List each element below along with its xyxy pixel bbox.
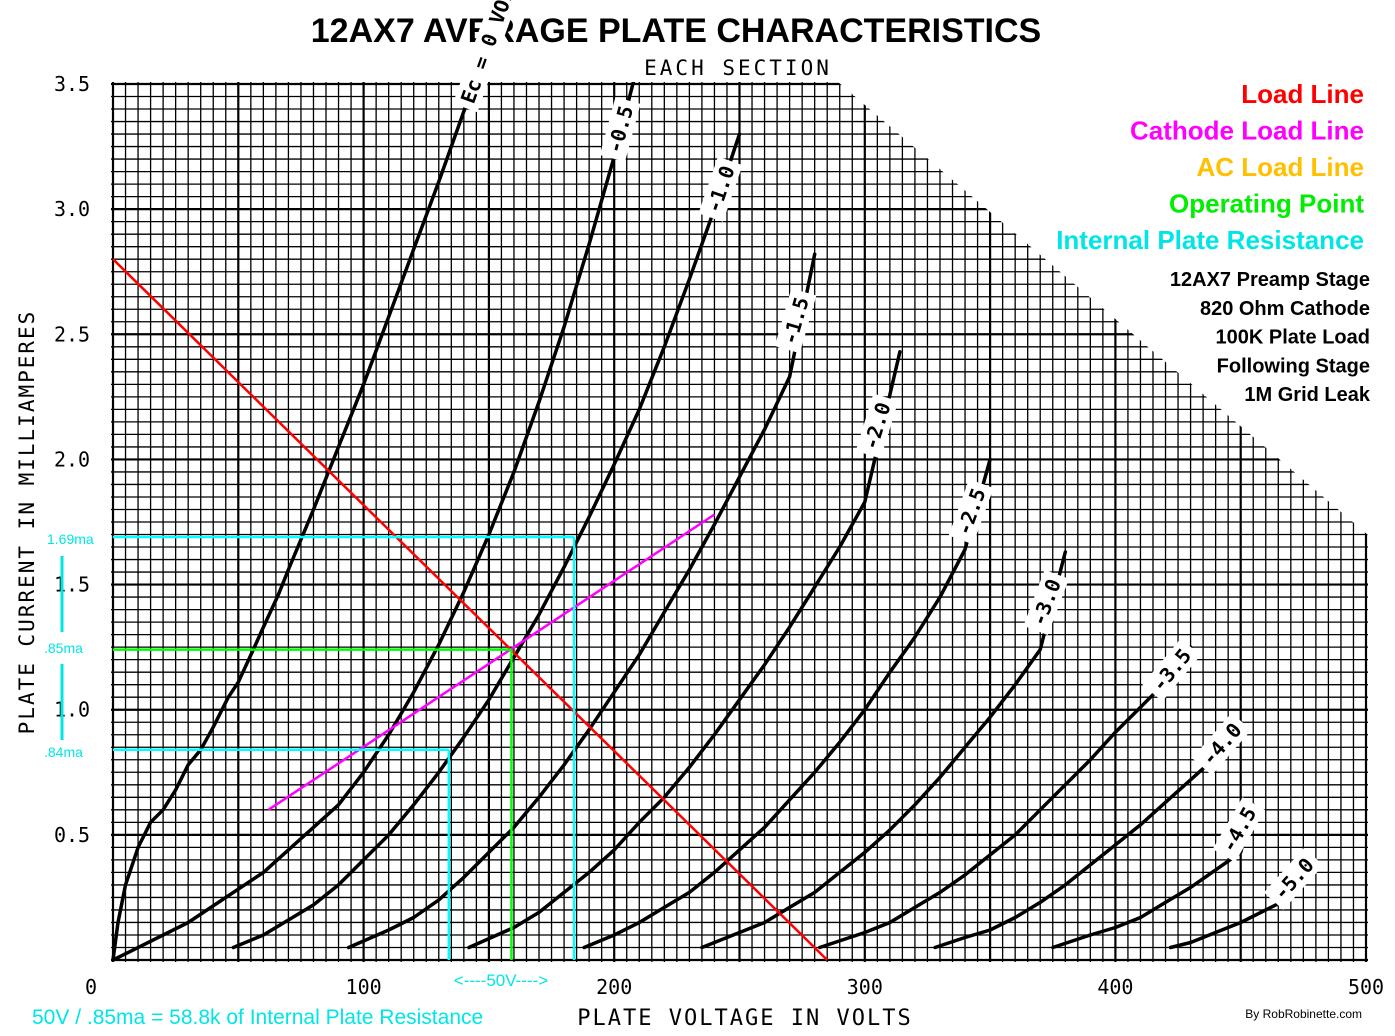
curve-label: -4.5 <box>1212 797 1266 863</box>
curve-label-bg <box>1023 569 1069 636</box>
curve-label-bg <box>774 288 817 354</box>
note-line: Following Stage <box>1217 355 1370 377</box>
curve-label: -1.0 <box>698 156 743 222</box>
x-axis-label: PLATE VOLTAGE IN VOLTS <box>577 1006 912 1031</box>
resistance-note: 50V / .85ma = 58.8k of Internal Plate Re… <box>32 1006 483 1029</box>
overlay-line <box>112 258 829 961</box>
chart-subtitle: EACH SECTION <box>644 56 832 80</box>
curve-label: -0.5 <box>599 97 641 162</box>
legend-entry: AC Load Line <box>1196 152 1364 182</box>
x-tick-label: 300 <box>847 975 883 999</box>
x-tick-label: 400 <box>1097 975 1133 999</box>
credit-label: By RobRobinette.com <box>1245 1007 1362 1021</box>
curve-label-bg <box>948 479 994 545</box>
y-tick-label: 1.0 <box>54 698 90 722</box>
note-line: 820 Ohm Cathode <box>1200 298 1370 320</box>
grid-voltage-curves <box>111 82 1313 962</box>
note-line: 1M Grid Leak <box>1244 384 1370 406</box>
legend: Load Line Cathode Load Line AC Load Line Op… <box>1055 78 1366 257</box>
overlay-lines <box>112 258 829 961</box>
y-tick-label: 2.0 <box>54 447 90 471</box>
chart-title: 12AX7 AVERAGE PLATE CHARACTERISTICS <box>311 12 1041 50</box>
y-tick-label: 3.5 <box>54 72 90 96</box>
plate-curve <box>111 82 642 962</box>
legend-entry: Operating Point <box>1169 189 1364 219</box>
curve-label-bg <box>1263 847 1324 910</box>
curve-label-bg <box>452 0 530 113</box>
legend-entry: Load Line <box>1241 79 1364 109</box>
x-tick-label: 0 <box>85 975 97 999</box>
plate-curve <box>933 720 1243 950</box>
ma-mid-label: .85ma <box>44 640 83 656</box>
curve-label: -1.5 <box>774 288 817 354</box>
legend-entry: Cathode Load Line <box>1130 116 1364 146</box>
curve-label-bg <box>1192 712 1252 776</box>
note-line: 12AX7 Preamp Stage <box>1170 269 1370 291</box>
x-tick-label: 100 <box>346 975 382 999</box>
plate-curve <box>467 350 902 950</box>
curve-label-bg <box>698 156 743 222</box>
plate-curve <box>346 252 817 950</box>
curve-label-bg <box>855 393 899 459</box>
curve-label: -3.5 <box>1142 638 1201 702</box>
overlay-line <box>267 513 716 811</box>
ma-high-label: 1.69ma <box>47 531 94 547</box>
circuit-notes: 12AX7 Preamp Stage 820 Ohm Cathode 100K Pl… <box>1168 267 1373 408</box>
curve-label-bg <box>599 97 641 162</box>
y-tick-label: 3.0 <box>54 197 90 221</box>
note-line: 100K Plate Load <box>1215 327 1370 349</box>
y-tick-label: 0.5 <box>54 823 90 847</box>
x-tick-label: 200 <box>596 975 632 999</box>
y-tick-label: 2.5 <box>54 322 90 346</box>
legend-entry: Internal Plate Resistance <box>1056 225 1364 255</box>
x-axis-ticks: 0 100 200 300 400 500 <box>85 975 1384 999</box>
x-tick-label: 500 <box>1348 975 1384 999</box>
plate-curve <box>231 132 742 950</box>
curve-label: -3.0 <box>1023 569 1069 636</box>
plate-curve <box>700 550 1068 950</box>
curve-label: -5.0 <box>1263 847 1324 910</box>
ma-low-label: .84ma <box>44 744 83 760</box>
y-axis-label: PLATE CURRENT IN MILLIAMPERES <box>15 310 39 735</box>
chart-grid <box>111 82 1368 962</box>
curve-label: -2.0 <box>855 393 899 459</box>
y-axis-ticks: 0.5 1.0 1.5 2.0 2.5 3.0 3.5 <box>54 72 90 847</box>
plate-curve <box>817 645 1193 950</box>
curve-labels: Ec = 0 VOLTS-0.5-1.0-1.5-2.0-2.5-3.0-3.5… <box>452 0 1324 910</box>
plate-curve <box>582 457 992 950</box>
curve-label-bg <box>1212 797 1266 863</box>
y-tick-label: 1.5 <box>54 573 90 597</box>
voltage-span-label: <----50V----> <box>454 971 549 990</box>
curve-label-bg <box>1142 638 1201 702</box>
